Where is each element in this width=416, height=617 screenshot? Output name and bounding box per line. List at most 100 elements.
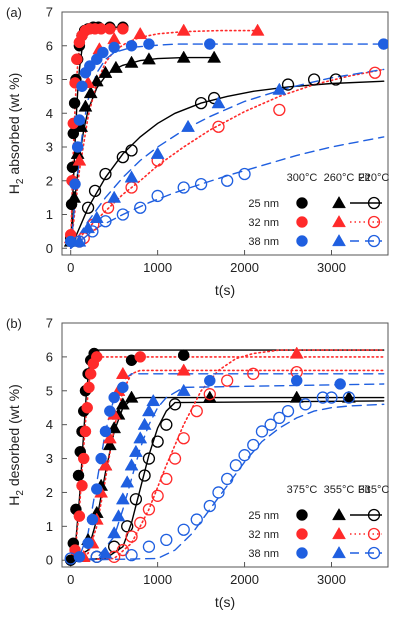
data-point-11 xyxy=(289,390,304,403)
x-tick-label: 0 xyxy=(67,260,74,275)
y-tick-label: 4 xyxy=(46,417,53,432)
data-point-9 xyxy=(221,472,234,486)
data-point-17 xyxy=(299,398,312,411)
data-point-8 xyxy=(168,398,182,411)
data-point-9 xyxy=(108,41,120,54)
legend-row-label: 25 nm xyxy=(248,198,279,210)
data-point-5 xyxy=(133,26,148,40)
fit-line-32-nm-4 xyxy=(69,29,259,250)
data-point-legend-2-1 xyxy=(332,233,346,247)
data-point-18 xyxy=(316,391,329,404)
data-point-8 xyxy=(307,73,321,86)
data-point-12 xyxy=(247,367,260,380)
data-point-legend-1-0 xyxy=(296,528,308,540)
data-point-16 xyxy=(281,404,295,418)
y-tick-label: 1 xyxy=(46,519,53,534)
y-axis-label-part: H xyxy=(6,184,22,194)
data-point-4 xyxy=(138,469,151,482)
data-point-legend-1-1 xyxy=(332,214,346,228)
data-point-legend-1-1 xyxy=(332,526,346,540)
data-point-1 xyxy=(88,184,102,198)
data-point-3 xyxy=(129,493,143,506)
data-point-1 xyxy=(69,178,81,190)
data-point-10 xyxy=(290,374,303,387)
fit-line-25-nm-2 xyxy=(69,80,385,250)
legend-column-header: Fit xyxy=(358,172,370,184)
legend-row-label: 32 nm xyxy=(248,217,279,229)
data-point-2 xyxy=(86,513,99,526)
data-point-7 xyxy=(273,103,286,117)
data-point-11 xyxy=(221,374,234,387)
data-point-10 xyxy=(289,346,304,359)
data-point-3 xyxy=(142,540,156,553)
data-point-4 xyxy=(125,144,138,157)
series-38-nm-335C xyxy=(64,391,356,565)
data-point-7 xyxy=(203,499,216,513)
x-tick-label: 3000 xyxy=(317,572,346,587)
data-point-8 xyxy=(177,432,190,445)
y-axis-label: H2 absorbed (wt %) xyxy=(6,73,26,195)
data-point-10 xyxy=(203,388,216,401)
data-point-7 xyxy=(281,78,295,91)
data-point-0 xyxy=(73,235,86,248)
y-axis-label-part: absorbed (wt %) xyxy=(6,73,22,179)
y-axis-label-subscript: 2 xyxy=(15,178,26,184)
data-point-9 xyxy=(124,390,139,403)
data-point-6 xyxy=(190,513,203,526)
data-point-legend-2-0 xyxy=(296,235,308,247)
data-point-12 xyxy=(204,38,216,50)
data-point-legend-1-0 xyxy=(296,216,308,228)
y-axis-label: H2 desorbed (wt %) xyxy=(6,384,26,506)
data-point-7 xyxy=(194,177,208,191)
x-tick-label: 1000 xyxy=(143,260,172,275)
y-axis-label-part: desorbed (wt %) xyxy=(6,384,22,490)
data-point-4 xyxy=(95,452,107,465)
data-point-10 xyxy=(229,459,243,472)
data-point-legend-0-0 xyxy=(296,197,308,209)
series-38-nm-300C xyxy=(64,38,388,248)
data-point-5 xyxy=(150,146,165,159)
data-point-7 xyxy=(133,431,148,444)
data-point-5 xyxy=(102,437,117,451)
fit-line-38-nm-8 xyxy=(69,136,385,250)
data-point-3 xyxy=(73,114,86,126)
legend-column-header: Fit xyxy=(358,484,370,496)
data-point-5 xyxy=(81,401,93,414)
data-point-10 xyxy=(134,351,146,363)
data-point-12 xyxy=(247,438,260,452)
data-point-13 xyxy=(255,425,269,438)
data-point-2 xyxy=(76,479,88,492)
data-point-6 xyxy=(83,381,95,394)
y-tick-label: 7 xyxy=(46,316,53,331)
data-point-legend-0-1 xyxy=(332,507,346,521)
data-point-legend-0-0 xyxy=(296,509,308,521)
data-point-11 xyxy=(104,23,116,35)
data-point-9 xyxy=(329,73,342,86)
data-point-11 xyxy=(238,449,251,462)
data-point-7 xyxy=(250,23,265,36)
x-tick-label: 2000 xyxy=(230,260,259,275)
data-point-7 xyxy=(168,452,182,465)
panel-label: (a) xyxy=(6,5,22,20)
data-point-11 xyxy=(176,50,191,63)
y-tick-label: 5 xyxy=(46,72,53,87)
data-point-3 xyxy=(134,516,147,530)
data-point-7 xyxy=(98,65,113,78)
y-tick-label: 3 xyxy=(46,451,53,466)
data-point-5 xyxy=(124,458,139,471)
data-point-3 xyxy=(91,483,103,495)
legend-column-header: 335°C xyxy=(359,484,390,496)
data-point-9 xyxy=(190,404,203,418)
data-point-7 xyxy=(211,96,226,109)
data-point-9 xyxy=(124,55,139,68)
fit-line-38-nm-8 xyxy=(69,403,385,561)
data-point-3 xyxy=(115,492,130,505)
panel-label: (b) xyxy=(6,316,22,331)
data-point-8 xyxy=(212,486,225,499)
data-point-2 xyxy=(99,215,112,228)
legend-column-header: 260°C xyxy=(324,172,355,184)
legend-row-label: 38 nm xyxy=(248,236,279,248)
data-point-5 xyxy=(83,85,98,99)
